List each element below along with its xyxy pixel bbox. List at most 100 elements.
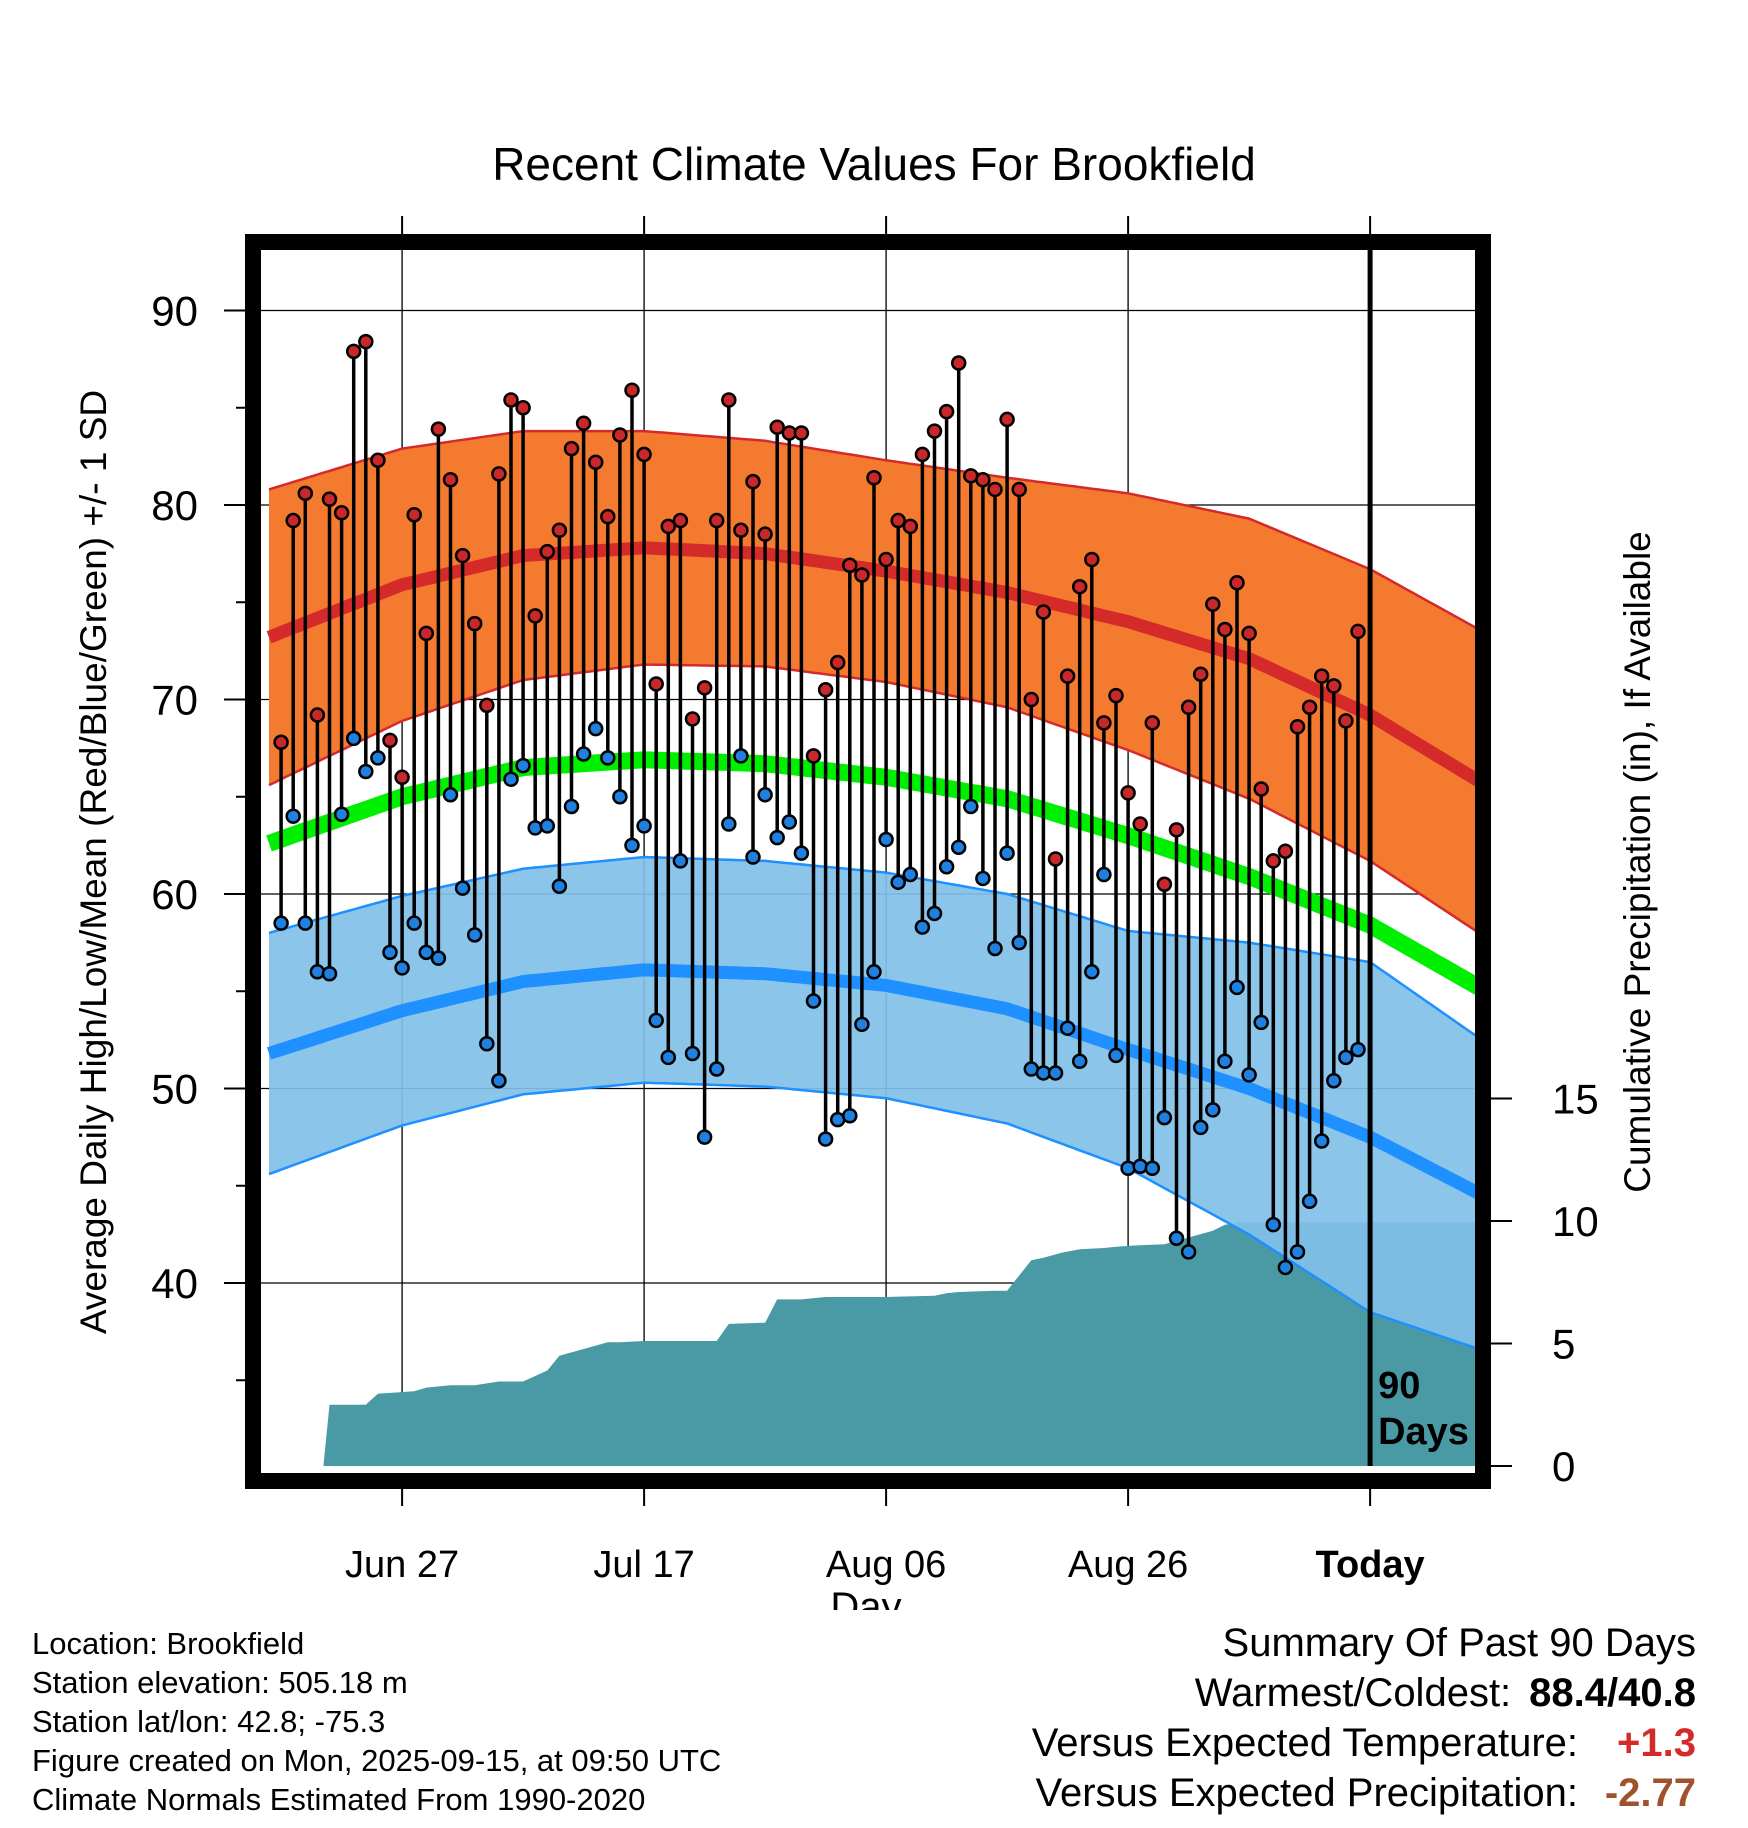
daily-low-point [1313,1133,1330,1149]
daily-high-point [721,392,737,408]
daily-low-point [963,798,979,815]
daily-high-point [890,512,906,529]
daily-low-point [708,1061,725,1077]
daily-low-point [1205,1102,1221,1118]
daily-low-point [1084,964,1100,980]
daily-high-point [442,471,459,488]
daily-high-point [406,506,422,523]
daily-low-point [672,853,689,869]
daily-high-point [382,732,398,749]
daily-high-point [1326,678,1342,694]
plot-frame [245,234,1491,1489]
daily-low-point [406,915,422,931]
daily-high-point [1096,715,1112,731]
daily-high-point [1023,691,1040,708]
daily-low-point [1108,1047,1124,1064]
daily-low-point [345,730,362,747]
low-band-lower-edge [268,1081,1480,1351]
warm-cold-label: Warmest/Coldest: [1194,1671,1512,1715]
chart-title: Recent Climate Values For Brookfield [492,138,1256,190]
daily-low-point [1156,1109,1173,1126]
daily-high-point [551,522,568,539]
daily-high-point [1059,668,1076,684]
low-normal-line [266,963,1482,1200]
daily-low-point [890,874,906,891]
daily-high-point [950,355,967,371]
daily-high-point [1289,718,1306,735]
y2-tick-label: 10 [1552,1198,1599,1245]
x-tick-label: Aug 26 [1068,1544,1188,1586]
daily-low-point [382,944,398,961]
daily-high-point [926,423,943,439]
daily-low-point [1047,1065,1064,1081]
daily-low-point [1301,1193,1318,1210]
daily-high-point [515,400,531,416]
station-info: Location: Brookfield Station elevation: … [32,1624,721,1819]
daily-low-point [1180,1244,1197,1260]
daily-high-point [1338,713,1354,729]
summary-warm-cold: Warmest/Coldest: 88.4/40.8 [1032,1668,1696,1718]
daily-low-point [358,763,374,780]
x-axis-label: Day [830,1585,901,1610]
daily-high-point [454,547,471,564]
today-days-label: 90 [1378,1365,1420,1407]
summary-panel: Summary Of Past 90 Days Warmest/Coldest:… [1032,1618,1696,1818]
daily-low-point [757,787,773,803]
daily-low-point [394,960,410,976]
daily-low-point [1132,1158,1148,1175]
daily-high-point [1168,822,1185,838]
daily-low-point [1350,1041,1366,1058]
daily-high-point [793,425,810,441]
daily-high-point [1011,481,1027,498]
daily-low-point [333,806,350,823]
daily-low-point [999,845,1015,861]
daily-low-point [696,1129,713,1145]
daily-low-point [1289,1244,1306,1260]
daily-high-point [1313,668,1330,684]
daily-high-point [854,567,870,583]
daily-low-point [1253,1014,1269,1031]
y-tick-label: 90 [151,288,198,335]
daily-high-point [1156,876,1173,893]
daily-low-point [1265,1216,1282,1233]
climate-chart: Recent Climate Values For Brookfield 90D… [73,138,1658,1610]
daily-high-point [829,654,846,671]
info-location: Location: Brookfield [32,1626,305,1661]
daily-high-point [1120,785,1136,801]
daily-low-point [817,1131,834,1147]
daily-high-point [878,551,894,568]
x-tick-label: Jul 17 [593,1544,694,1586]
summary-precip: Versus Expected Precipitation: -2.77 [1032,1768,1696,1818]
daily-low-point [781,814,798,830]
daily-low-point [1059,1020,1076,1036]
daily-high-point [1241,625,1257,642]
daily-low-point [938,859,955,875]
daily-low-point [1071,1053,1088,1070]
daily-low-point [866,964,882,980]
daily-high-point [418,625,435,642]
daily-high-point [708,512,725,529]
daily-low-point [442,787,459,803]
daily-high-point [309,707,326,723]
daily-low-point [418,944,435,961]
y2-tick-label: 5 [1552,1321,1575,1368]
daily-high-point [285,512,301,529]
daily-low-point [309,964,326,980]
daily-low-point [297,915,314,931]
daily-low-point [1192,1119,1209,1136]
daily-high-point [1229,575,1245,591]
daily-low-point [721,816,737,832]
daily-low-point [842,1107,858,1124]
daily-low-point [515,757,531,774]
daily-high-point [757,526,773,542]
daily-high-point [987,481,1003,498]
daily-high-point [491,466,507,482]
daily-low-point [285,808,301,824]
daily-high-point [600,508,616,525]
daily-low-point [430,950,447,966]
daily-low-point [1277,1259,1294,1276]
daily-low-point [454,880,471,896]
daily-low-point [539,818,556,834]
daily-low-point [902,866,919,883]
